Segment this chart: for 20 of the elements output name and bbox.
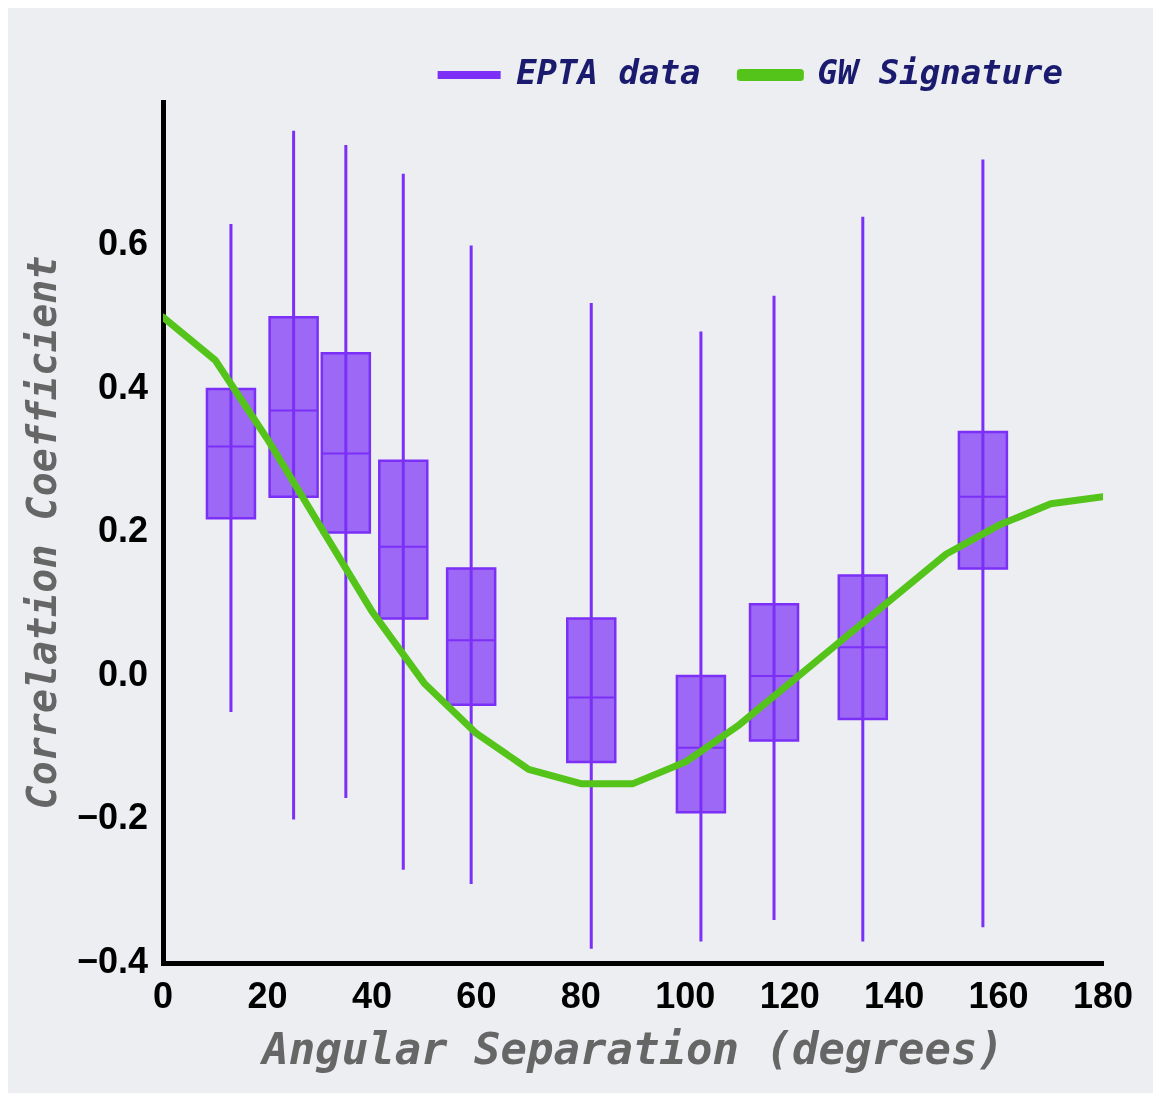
x-axis-title: Angular Separation (degrees) — [259, 1023, 1004, 1075]
y-tick-label: −0.4 — [76, 939, 149, 981]
x-tick-label: 180 — [1072, 974, 1134, 1016]
x-tick-label: 60 — [456, 974, 497, 1016]
x-tick-label: 0 — [153, 974, 174, 1016]
x-tick-label: 160 — [968, 974, 1029, 1016]
y-tick-label: 0.2 — [98, 509, 149, 551]
x-tick-label: 20 — [247, 974, 288, 1016]
x-tick-label: 140 — [864, 974, 925, 1016]
x-tick-label: 100 — [655, 974, 716, 1016]
y-axis-title: Correlation Coefficient — [19, 255, 66, 810]
y-tick-label: 0.4 — [98, 365, 149, 407]
y-tick-label: 0.6 — [98, 222, 149, 264]
x-tick-label: 80 — [560, 974, 601, 1016]
legend-label: EPTA data — [516, 51, 701, 92]
y-tick-label: 0.0 — [98, 652, 149, 694]
x-tick-label: 120 — [759, 974, 820, 1016]
x-tick-label: 40 — [351, 974, 392, 1016]
y-tick-label: −0.2 — [76, 796, 149, 838]
legend-label: GW Signature — [817, 51, 1063, 92]
